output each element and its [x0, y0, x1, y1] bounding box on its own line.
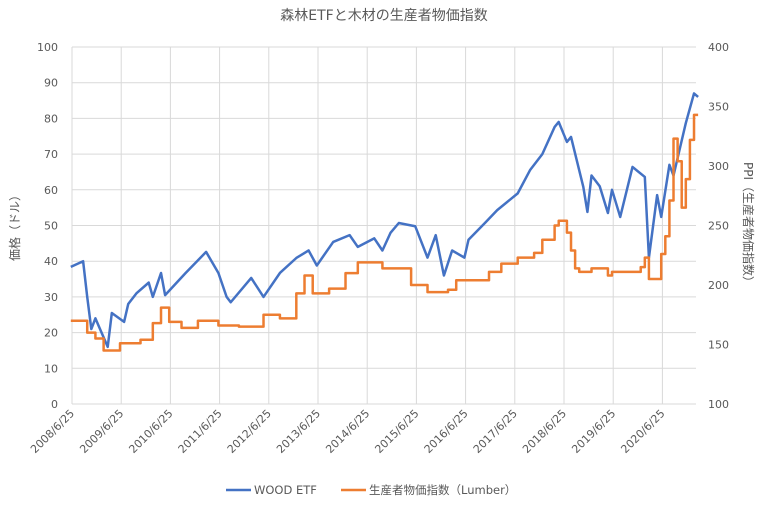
right-tick-label: 300 [708, 160, 729, 173]
left-tick-label: 90 [44, 77, 58, 90]
x-tick-label: 2008/6/25 [28, 407, 77, 456]
left-axis-ticks: 0 10 20 30 40 50 60 70 80 90 100 [37, 41, 58, 411]
right-tick-label: 200 [708, 279, 729, 292]
x-tick-label: 2010/6/25 [126, 407, 175, 456]
left-axis-title: 価格（ドル） [7, 189, 22, 261]
x-tick-label: 2020/6/25 [618, 407, 667, 456]
right-axis-title: PPI（生産者物価指数） [741, 162, 756, 288]
legend-label-wood-etf: WOOD ETF [254, 483, 317, 497]
left-tick-label: 40 [44, 255, 58, 268]
left-tick-label: 70 [44, 148, 58, 161]
x-tick-label: 2019/6/25 [569, 407, 618, 456]
series-lines [71, 93, 698, 350]
left-tick-label: 0 [51, 398, 58, 411]
right-axis-ticks: 100 150 200 250 300 350 400 [708, 41, 729, 411]
right-tick-label: 400 [708, 41, 729, 54]
x-tick-label: 2011/6/25 [176, 407, 225, 456]
legend-label-lumber-ppi: 生産者物価指数（Lumber） [369, 483, 516, 497]
right-tick-label: 350 [708, 101, 729, 114]
x-tick-label: 2016/6/25 [422, 407, 471, 456]
right-tick-label: 150 [708, 339, 729, 352]
right-tick-label: 250 [708, 220, 729, 233]
left-tick-label: 10 [44, 362, 58, 375]
left-tick-label: 50 [44, 220, 58, 233]
lumber-ppi-line [71, 115, 698, 351]
left-tick-label: 100 [37, 41, 58, 54]
legend: WOOD ETF 生産者物価指数（Lumber） [226, 483, 516, 497]
x-tick-label: 2015/6/25 [372, 407, 421, 456]
x-tick-label: 2012/6/25 [225, 407, 274, 456]
left-tick-label: 30 [44, 291, 58, 304]
chart-title: 森林ETFと木材の生産者物価指数 [280, 8, 487, 24]
gridlines [72, 47, 696, 404]
x-tick-label: 2009/6/25 [77, 407, 126, 456]
right-tick-label: 100 [708, 398, 729, 411]
x-tick-label: 2014/6/25 [323, 407, 372, 456]
x-tick-label: 2017/6/25 [471, 407, 520, 456]
left-tick-label: 80 [44, 112, 58, 125]
x-tick-label: 2013/6/25 [274, 407, 323, 456]
left-tick-label: 20 [44, 327, 58, 340]
left-tick-label: 60 [44, 184, 58, 197]
x-tick-label: 2018/6/25 [520, 407, 569, 456]
